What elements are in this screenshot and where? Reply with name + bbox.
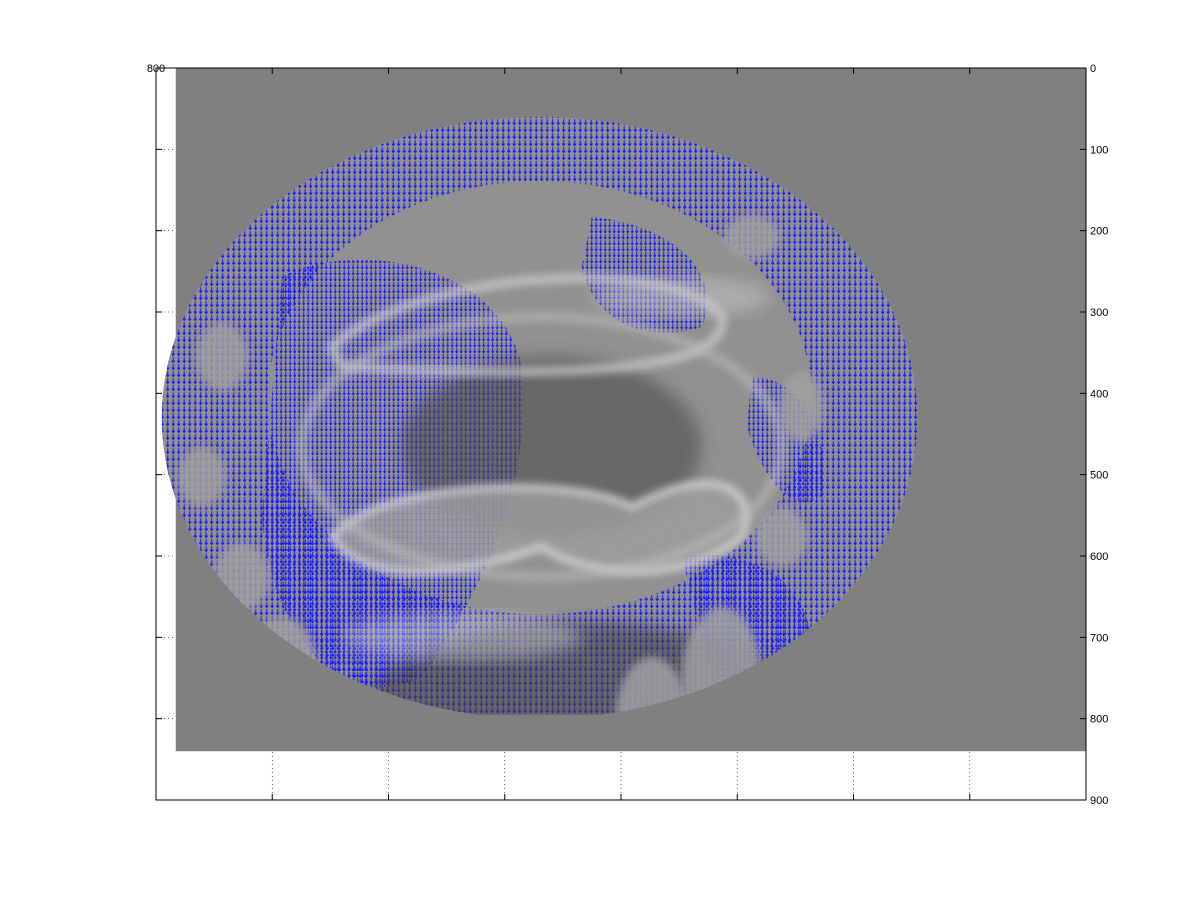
y-tick-label: 600 (1090, 551, 1108, 563)
y-tick-label: 900 (1090, 795, 1108, 807)
y-tick-label: 800 (1090, 714, 1108, 726)
x-axis-ticks: 800 (147, 63, 1087, 800)
image-layer (161, 68, 1086, 752)
y-tick-label: 200 (1090, 226, 1108, 238)
speckle-texture (161, 116, 918, 715)
y-tick-label: 400 (1090, 388, 1108, 400)
y-tick-label: 0 (1090, 63, 1096, 75)
y-axis-ticks: 0 100 200 300 400 500 600 700 800 900 (156, 63, 1108, 807)
x-tick-label: 800 (147, 63, 165, 75)
y-tick-label: 500 (1090, 470, 1108, 482)
y-tick-label: 100 (1090, 144, 1108, 156)
y-tick-label: 300 (1090, 307, 1108, 319)
y-tick-label: 700 (1090, 632, 1108, 644)
segmented-region (161, 116, 918, 715)
